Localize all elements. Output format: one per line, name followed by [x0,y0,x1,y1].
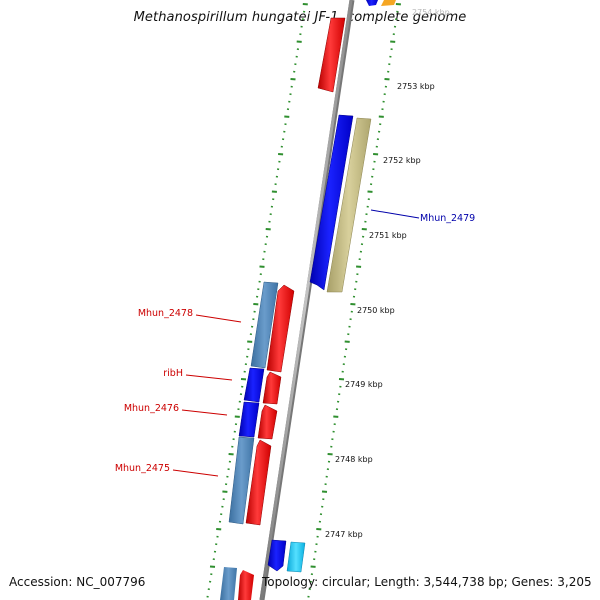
mhun-2479-leader-line [370,209,420,219]
mhun-2479-gene[interactable] [309,114,354,291]
scale-tick-label: 2754 kbp [412,8,450,17]
bottom-steel-feature-partial[interactable] [220,567,237,600]
gene-label-mhun-2479[interactable]: Mhun_2479 [420,213,475,224]
scale-tick-label: 2748 kbp [335,455,373,464]
bottom-red-gene-partial[interactable] [238,570,254,600]
mhun-2476-blue-gene[interactable] [238,401,260,438]
scale-tick-label: 2750 kbp [357,306,395,315]
ribh-blue-gene[interactable] [243,367,265,403]
accession-text: Accession: NC_007796 [9,575,146,589]
genome-backbone [259,0,355,600]
mhun-2475-red-gene[interactable] [245,439,272,526]
gene-label-mhun-2475[interactable]: Mhun_2475 [115,463,170,474]
mhun-2478-steel-feature[interactable] [250,281,279,369]
mhun-2475-leader-line [172,469,219,477]
gene-label-mhun-2476[interactable]: Mhun_2476 [124,403,179,414]
top-blue-gene-partial[interactable] [366,0,378,6]
scale-tick-label: 2751 kbp [369,231,407,240]
mhun-2478-leader-line [195,314,242,323]
scale-tick-label: 2752 kbp [383,156,421,165]
genome-summary-text: Topology: circular; Length: 3,544,738 bp… [262,575,592,589]
mhun-2476-leader-line [181,409,228,416]
mhun-2475-steel-feature[interactable] [228,436,255,525]
khaki-feature[interactable] [326,117,372,293]
mhun-2478-red-gene[interactable] [266,284,295,373]
scale-tick-label: 2747 kbp [325,530,363,539]
gene-label-ribh[interactable]: ribH [163,368,183,379]
scale-tick-label: 2749 kbp [345,380,383,389]
ribh-red-gene[interactable] [262,371,282,405]
ribh-leader-line [185,374,233,381]
bottom-cyan-gene[interactable] [286,541,306,573]
map-title: Methanospirillum hungatei JF-1, complete… [133,10,467,25]
tick-marks [206,3,401,598]
gene-label-mhun-2478[interactable]: Mhun_2478 [138,308,193,319]
bottom-blue-gene[interactable] [267,539,287,572]
top-orange-gene-partial[interactable] [381,0,396,6]
top-red-gene[interactable] [317,17,346,93]
mhun-2476-red-gene[interactable] [257,404,278,440]
scale-tick-label: 2753 kbp [397,82,435,91]
